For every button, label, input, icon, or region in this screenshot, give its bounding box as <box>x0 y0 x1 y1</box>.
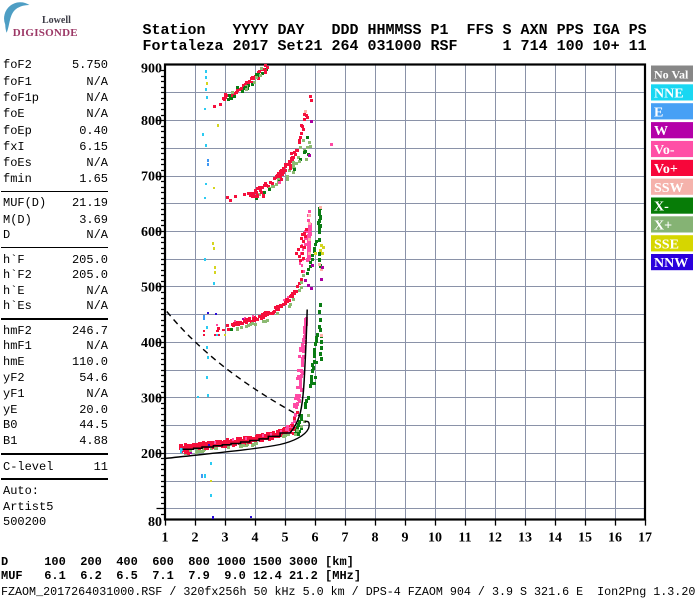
svg-text:2: 2 <box>192 531 199 546</box>
svg-text:SSE: SSE <box>654 237 679 252</box>
svg-text:X-: X- <box>654 200 669 215</box>
svg-text:6: 6 <box>312 531 319 546</box>
svg-text:4: 4 <box>252 531 259 546</box>
svg-text:17: 17 <box>638 531 652 546</box>
svg-text:900: 900 <box>141 62 162 77</box>
svg-text:DIGISONDE: DIGISONDE <box>13 27 78 39</box>
svg-text:16: 16 <box>608 531 622 546</box>
svg-text:NNW: NNW <box>654 256 688 271</box>
svg-text:Lowell: Lowell <box>42 15 71 26</box>
svg-text:13: 13 <box>518 531 532 546</box>
svg-text:14: 14 <box>548 531 562 546</box>
svg-text:800: 800 <box>141 114 162 129</box>
svg-text:X+: X+ <box>654 219 672 234</box>
svg-text:5: 5 <box>282 531 289 546</box>
svg-text:10: 10 <box>428 531 442 546</box>
svg-text:Vo+: Vo+ <box>654 162 678 177</box>
svg-text:1: 1 <box>162 531 169 546</box>
svg-text:300: 300 <box>141 391 162 406</box>
svg-text:W: W <box>654 124 668 139</box>
svg-text:600: 600 <box>141 225 162 240</box>
svg-text:SSW: SSW <box>654 181 684 196</box>
svg-text:15: 15 <box>578 531 592 546</box>
svg-text:NNE: NNE <box>654 87 684 102</box>
svg-text:Vo-: Vo- <box>654 143 675 158</box>
svg-text:7: 7 <box>342 531 349 546</box>
svg-text:11: 11 <box>458 531 471 546</box>
svg-text:700: 700 <box>141 170 162 185</box>
svg-text:E: E <box>654 105 663 120</box>
svg-text:500: 500 <box>141 281 162 296</box>
svg-text:3: 3 <box>222 531 229 546</box>
svg-text:8: 8 <box>372 531 379 546</box>
svg-text:9: 9 <box>402 531 409 546</box>
svg-text:80: 80 <box>148 515 162 530</box>
svg-text:12: 12 <box>488 531 502 546</box>
svg-text:200: 200 <box>141 447 162 462</box>
svg-text:400: 400 <box>141 336 162 351</box>
svg-text:No Val: No Val <box>654 68 689 82</box>
